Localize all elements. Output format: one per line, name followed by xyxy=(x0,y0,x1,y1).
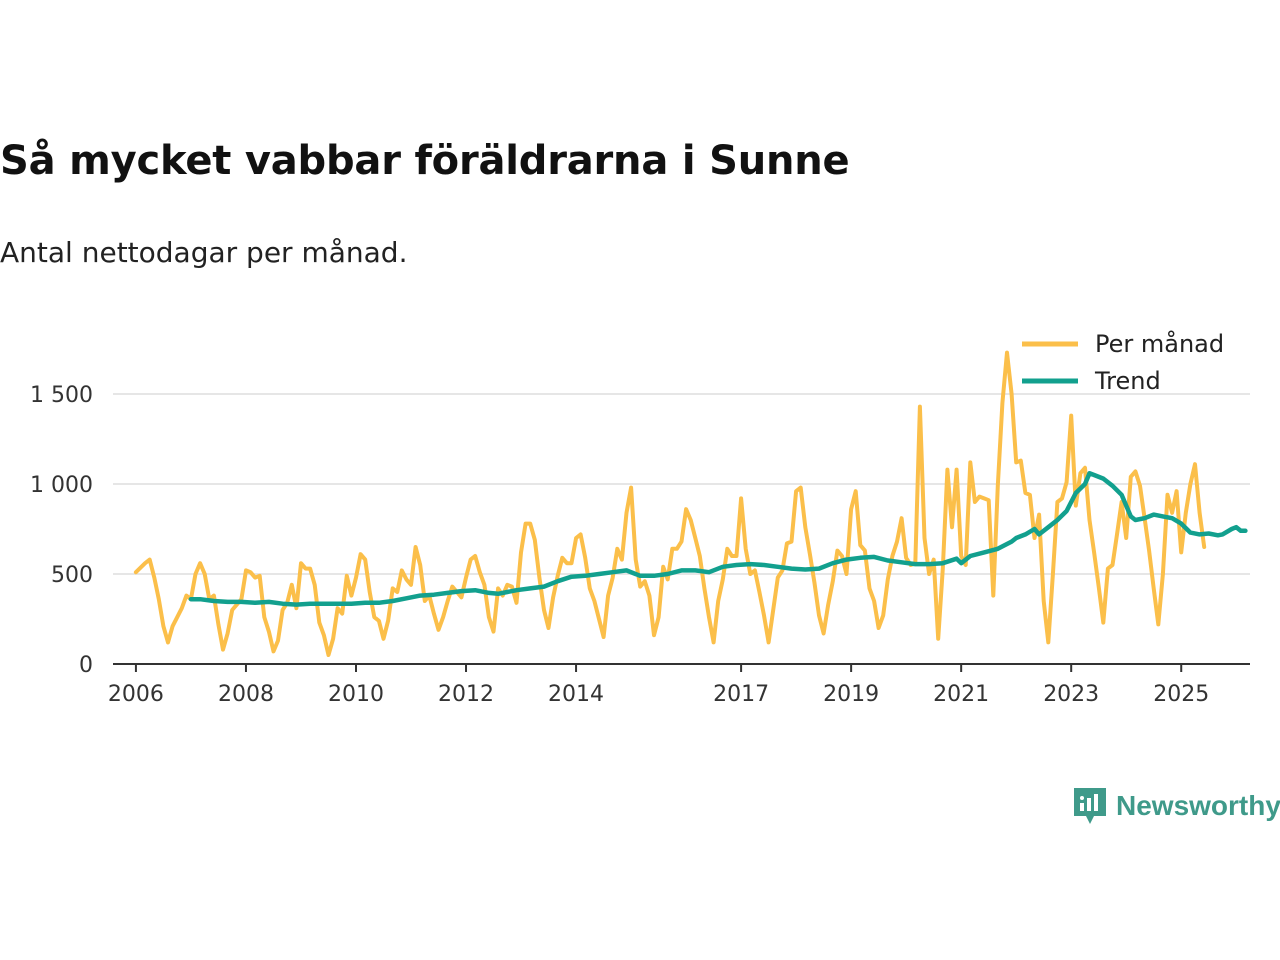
legend: Per månad Trend xyxy=(1022,329,1224,395)
x-tick-label: 2012 xyxy=(438,682,494,707)
brand-name: Newsworthy xyxy=(1116,790,1280,821)
y-axis-tick-labels: 0 500 1 000 1 500 xyxy=(30,383,93,678)
x-tick-label: 2006 xyxy=(108,682,164,707)
x-tick-label: 2008 xyxy=(218,682,274,707)
y-tick-label: 1 000 xyxy=(30,473,93,498)
newsworthy-logo-icon xyxy=(1074,788,1106,824)
series-line-trend xyxy=(188,470,1248,607)
x-tick-label: 2014 xyxy=(548,682,604,707)
y-tick-label: 0 xyxy=(79,653,93,678)
x-tick-label: 2021 xyxy=(933,682,989,707)
y-tick-label: 1 500 xyxy=(30,383,93,408)
x-tick-label: 2010 xyxy=(328,682,384,707)
series-line-per-manad xyxy=(133,350,1207,657)
brand: Newsworthy xyxy=(1072,786,1280,826)
x-tick-label: 2025 xyxy=(1153,682,1209,707)
y-grid xyxy=(113,393,1250,575)
legend-label: Trend xyxy=(1094,367,1161,395)
y-tick-label: 500 xyxy=(51,563,93,588)
x-axis-ticks: 2006 2008 2010 2012 2014 2017 2019 2021 2023 2025 xyxy=(108,663,1250,707)
x-tick-label: 2019 xyxy=(823,682,879,707)
chart-title: Så mycket vabbar föräldrarna i Sunne xyxy=(0,138,850,184)
legend-label: Per månad xyxy=(1095,329,1224,358)
x-tick-label: 2023 xyxy=(1043,682,1099,707)
chart-subtitle: Antal nettodagar per månad. xyxy=(0,236,408,269)
series-lines xyxy=(133,350,1248,657)
x-tick-label: 2017 xyxy=(713,682,769,707)
